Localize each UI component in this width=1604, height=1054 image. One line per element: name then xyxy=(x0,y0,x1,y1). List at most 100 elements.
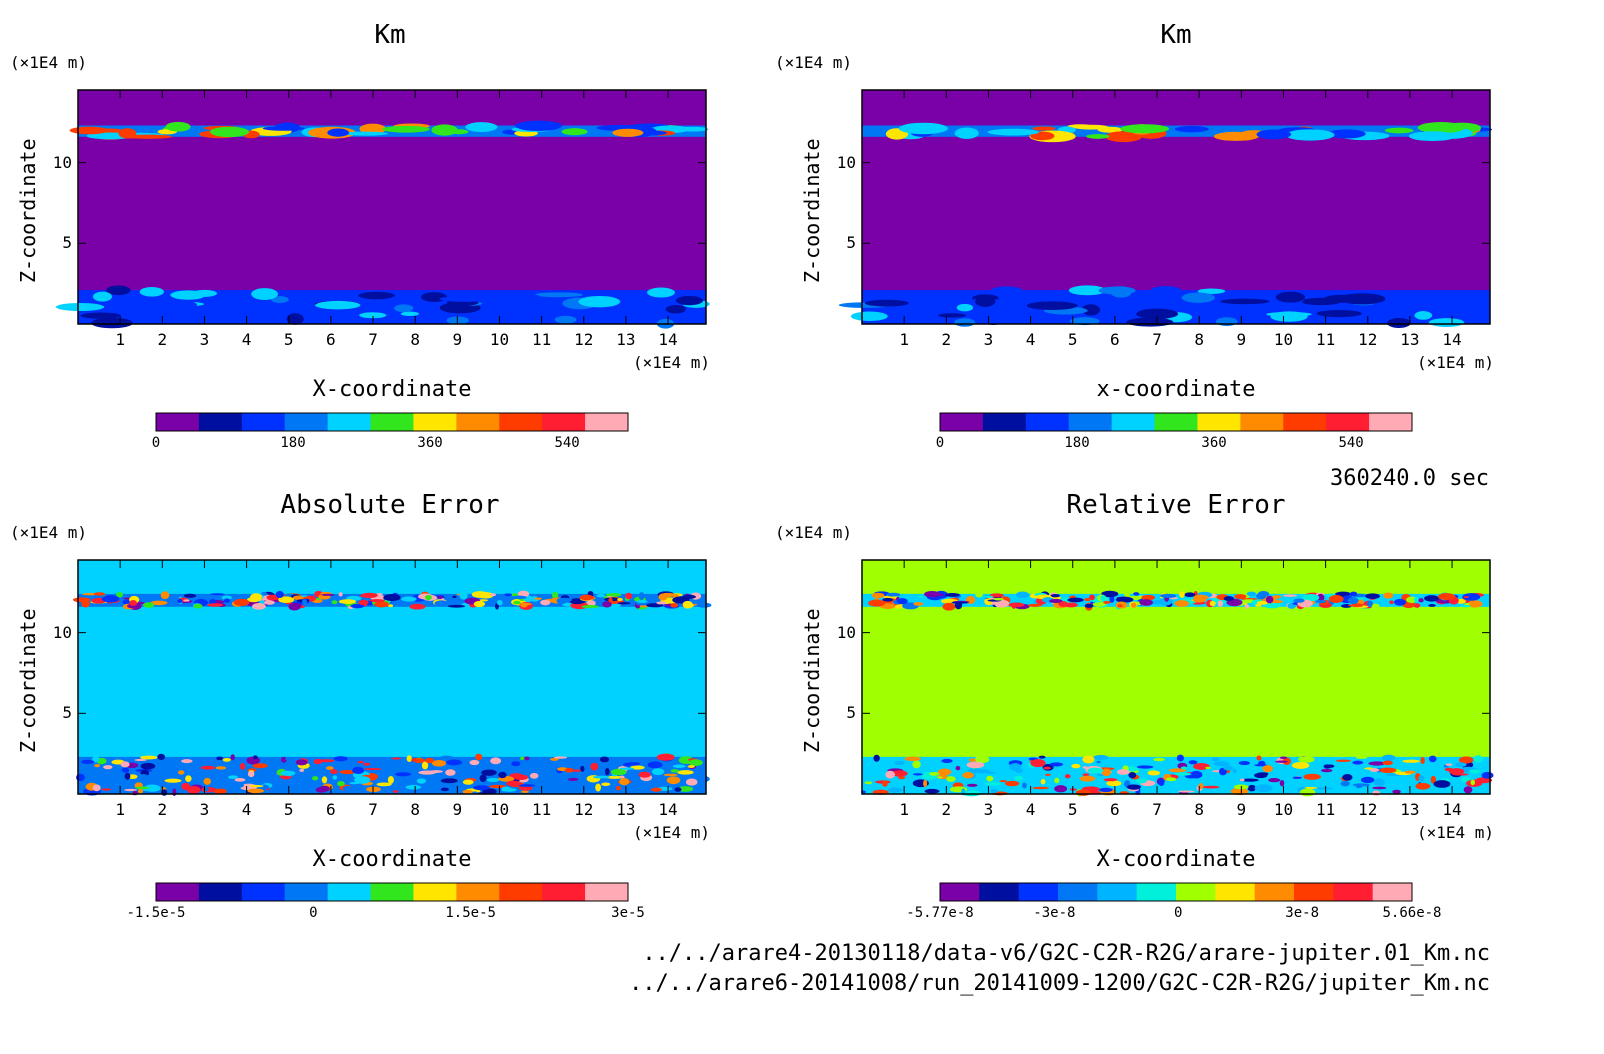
colorbar-tick-label: 0 xyxy=(1174,905,1183,921)
field-blob xyxy=(1372,786,1387,790)
field-blob xyxy=(656,601,667,605)
field-blob xyxy=(1394,598,1407,606)
colorbar-tick-label: 360 xyxy=(1201,435,1227,451)
field-blob xyxy=(923,779,928,788)
field-blob xyxy=(253,755,258,760)
colorbar-segment xyxy=(1025,413,1070,431)
field-blob xyxy=(1100,595,1106,602)
field-blob xyxy=(1030,131,1055,141)
field-blob xyxy=(239,762,246,770)
field-blob xyxy=(465,122,498,132)
field-blob xyxy=(912,760,921,769)
panel-title-0: Km xyxy=(374,20,406,50)
field-blob xyxy=(507,308,545,315)
field-blob xyxy=(1149,600,1165,605)
field-blob xyxy=(327,128,350,137)
colorbar-tick-label: 180 xyxy=(1064,435,1090,451)
field-blob xyxy=(157,753,166,761)
field-blob xyxy=(520,790,530,793)
x-tick-label: 3 xyxy=(199,330,210,349)
y-tick-label: 10 xyxy=(836,152,856,172)
field-blob xyxy=(266,594,280,601)
colorbar-tick-label: 0 xyxy=(935,435,945,451)
field-blob xyxy=(278,596,295,604)
field-blob xyxy=(1043,766,1051,770)
field-blob xyxy=(1032,786,1050,790)
field-blob xyxy=(143,784,161,792)
x-tick-label: 4 xyxy=(241,330,252,349)
x-tick-label: 7 xyxy=(1152,330,1162,349)
field-blob xyxy=(140,755,158,760)
field-blob xyxy=(1456,598,1466,604)
colorbar-segment xyxy=(156,413,200,431)
field-blob xyxy=(134,758,147,762)
field-blob xyxy=(1073,124,1109,130)
field-blob xyxy=(1256,601,1268,605)
field-blob xyxy=(97,771,104,776)
field-blob xyxy=(936,776,943,779)
field-blob xyxy=(1365,593,1380,599)
field-blob xyxy=(1367,600,1373,608)
field-blob xyxy=(317,759,335,763)
colorbar-segment xyxy=(940,413,984,431)
field-blob xyxy=(1383,592,1394,599)
field-blob xyxy=(341,131,389,136)
field-blob xyxy=(421,292,448,302)
field-blob xyxy=(984,782,1002,786)
field-blob xyxy=(1223,596,1234,602)
field-blob xyxy=(1044,773,1051,776)
field-blob xyxy=(1126,317,1174,327)
field-blob xyxy=(1096,760,1101,764)
field-blob xyxy=(449,129,469,135)
x-tick-label: 3 xyxy=(983,800,994,819)
field-blob xyxy=(1028,603,1042,607)
field-blob xyxy=(323,317,341,324)
field-blob xyxy=(945,593,960,597)
field-blob xyxy=(1433,780,1451,788)
field-blob xyxy=(682,600,693,609)
field-blob xyxy=(383,594,401,602)
field-blob xyxy=(1265,595,1274,604)
colorbar-segment xyxy=(1333,883,1374,901)
field-blob xyxy=(556,597,573,603)
field-blob xyxy=(1082,755,1095,764)
field-blob xyxy=(956,303,974,312)
colorbar-segment xyxy=(585,413,629,431)
field-blob xyxy=(350,603,365,609)
field-blob xyxy=(941,758,953,764)
field-blob xyxy=(990,788,998,794)
field-blob xyxy=(246,756,260,765)
field-blob xyxy=(481,769,497,776)
field-blob xyxy=(374,601,389,608)
plot-area-3 xyxy=(861,559,1494,797)
field-blob xyxy=(1275,291,1306,303)
field-blob xyxy=(1392,789,1401,794)
field-blob xyxy=(203,777,212,785)
field-blob xyxy=(101,788,112,791)
x-tick-label: 2 xyxy=(157,330,168,349)
field-blob xyxy=(279,783,297,790)
x-tick-label: 6 xyxy=(326,330,336,349)
x-tick-label: 1 xyxy=(899,800,909,819)
field-blob xyxy=(1459,604,1471,608)
field-blob xyxy=(94,764,100,768)
field-blob xyxy=(638,592,645,601)
field-blob xyxy=(1445,763,1453,767)
y-axis-label-0: Z-coordinate xyxy=(16,138,40,284)
field-blob xyxy=(612,128,644,137)
field-blob xyxy=(1174,772,1192,776)
field-blob xyxy=(1117,604,1123,608)
field-blob xyxy=(534,597,543,600)
field-blob xyxy=(1030,759,1046,768)
field-blob xyxy=(510,593,519,597)
field-blob xyxy=(1202,785,1220,789)
field-blob xyxy=(898,775,906,780)
field-blob xyxy=(974,755,990,764)
field-blob xyxy=(1256,755,1262,761)
field-blob xyxy=(1414,311,1433,320)
y-tick-label: 5 xyxy=(846,703,856,723)
field-blob xyxy=(69,126,109,135)
field-blob xyxy=(139,287,164,297)
x-tick-label: 4 xyxy=(241,800,252,819)
colorbar-tick-label: 540 xyxy=(554,435,580,451)
